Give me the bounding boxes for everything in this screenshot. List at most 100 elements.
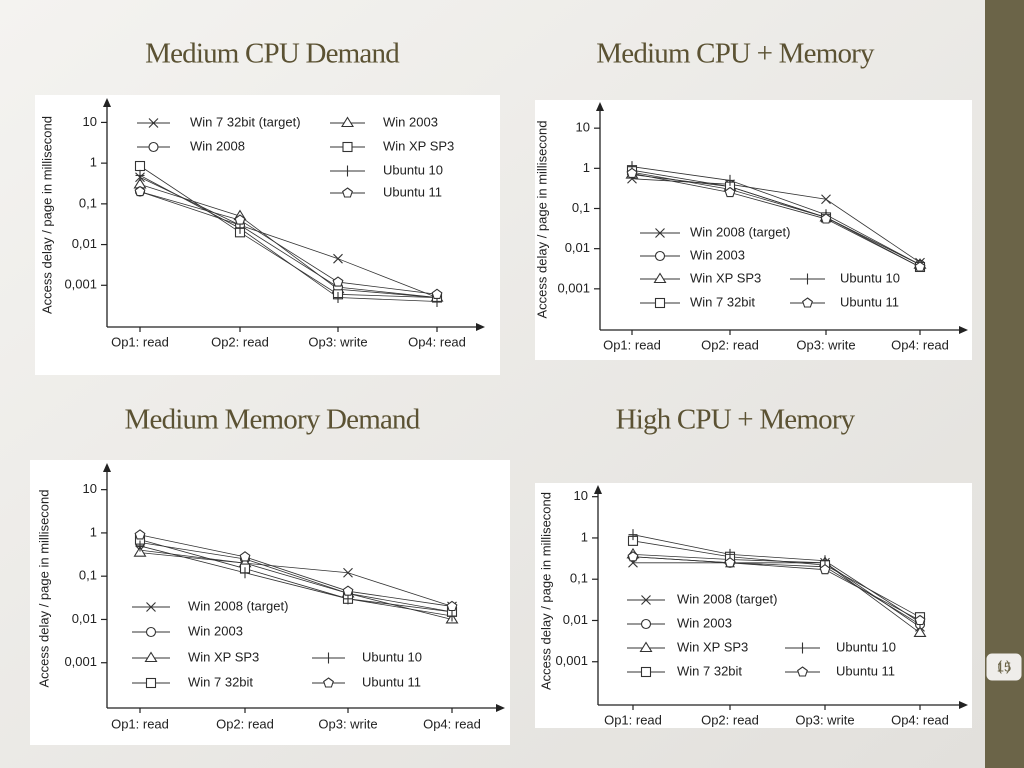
series-line — [139, 191, 438, 295]
x-tick-label: Op2: read — [701, 337, 759, 352]
y-tick-label: 0,001 — [64, 654, 97, 669]
marker — [332, 276, 344, 287]
marker — [145, 626, 157, 638]
y-tick-label: 10 — [83, 481, 97, 496]
page-number: 15 — [997, 659, 1011, 674]
legend-label: Ubuntu 11 — [362, 674, 421, 689]
legend-label: Win XP SP3 — [188, 649, 259, 664]
marker — [640, 618, 652, 630]
marker — [240, 567, 250, 579]
y-tick-label: 0,1 — [572, 200, 590, 215]
legend-label: Win 2008 (target) — [677, 591, 777, 606]
x-tick-label: Op2: read — [211, 334, 269, 349]
marker — [144, 651, 158, 663]
axis-arrow — [496, 704, 505, 712]
chart-panel — [535, 100, 972, 360]
x-tick-label: Op4: read — [408, 334, 466, 349]
series-line — [631, 172, 921, 268]
marker — [134, 185, 146, 197]
chart-panel — [30, 460, 510, 745]
legend-label: Win 2008 (target) — [690, 224, 790, 239]
axis-arrow — [596, 102, 604, 111]
y-tick-label: 10 — [576, 120, 590, 135]
marker — [640, 666, 652, 678]
marker — [654, 250, 666, 262]
y-axis-label: Access delay / page in millisecond — [534, 121, 549, 319]
marker — [628, 529, 638, 541]
marker — [342, 141, 353, 153]
chart: Medium CPU + Memory Access delay / page i… — [534, 38, 972, 360]
series-line — [139, 545, 453, 617]
series-line — [139, 539, 453, 613]
marker — [333, 253, 343, 264]
x-tick-label: Op1: read — [603, 337, 661, 352]
x-tick-label: Op1: read — [604, 712, 662, 727]
legend-label: Ubuntu 10 — [362, 649, 422, 664]
legend-label: Ubuntu 11 — [836, 663, 895, 678]
chart-panel — [35, 95, 500, 375]
marker — [341, 116, 354, 128]
marker — [913, 626, 927, 637]
marker — [235, 222, 245, 234]
legend-label: Win 7 32bit — [677, 663, 742, 678]
x-tick-label: Op1: read — [111, 334, 169, 349]
chart-title: Medium CPU + Memory — [596, 38, 875, 70]
y-tick-label: 0,01 — [563, 612, 588, 627]
marker — [639, 641, 653, 653]
marker — [819, 564, 831, 575]
marker — [343, 567, 353, 578]
y-tick-label: 0,001 — [64, 277, 97, 292]
legend-label: Win 2003 — [690, 247, 745, 262]
marker — [342, 187, 353, 198]
chart: Medium Memory Demand Access delay / page … — [30, 404, 510, 745]
y-axis-label: Access delay / page in millisecond — [538, 492, 553, 690]
series-line — [139, 175, 438, 302]
chart: Medium CPU Demand Access delay / page in … — [35, 38, 500, 375]
y-tick-label: 0,001 — [555, 653, 588, 668]
legend-label: Win 2008 — [190, 138, 245, 153]
marker — [626, 167, 638, 178]
marker — [146, 602, 156, 612]
page-number-box — [985, 652, 1023, 682]
legend-label: Win XP SP3 — [690, 270, 761, 285]
x-tick-label: Op2: read — [701, 712, 759, 727]
marker — [725, 174, 735, 186]
series-line — [139, 542, 453, 613]
series-line — [631, 169, 921, 268]
marker — [342, 585, 354, 596]
series-line — [139, 552, 453, 620]
legend-label: Win 7 32bit — [690, 294, 755, 309]
marker — [914, 614, 926, 626]
x-tick-label: Op4: read — [891, 712, 949, 727]
y-tick-label: 0,001 — [557, 280, 590, 295]
marker — [343, 165, 352, 177]
axis-arrow — [959, 701, 968, 709]
series-line — [631, 166, 921, 266]
y-axis-label: Access delay / page in millisecond — [39, 116, 54, 314]
legend-label: Ubuntu 11 — [383, 184, 442, 199]
chart-title: Medium Memory Demand — [125, 404, 421, 436]
marker — [145, 677, 157, 689]
axis-arrow — [594, 485, 602, 494]
marker — [627, 551, 639, 562]
legend-label: Win 7 32bit (target) — [190, 114, 301, 129]
y-tick-label: 1 — [581, 529, 588, 544]
marker — [653, 272, 667, 284]
series-line — [139, 184, 438, 298]
legend-label: Win 2003 — [383, 114, 438, 129]
marker — [641, 595, 651, 605]
y-tick-label: 1 — [583, 160, 590, 175]
marker — [821, 194, 831, 205]
series-line — [139, 534, 453, 607]
marker — [802, 297, 813, 308]
legend-label: Win 2003 — [677, 615, 732, 630]
marker — [820, 213, 832, 224]
marker — [803, 273, 812, 285]
marker — [914, 261, 926, 272]
y-tick-label: 10 — [574, 488, 588, 503]
marker — [324, 652, 333, 664]
x-tick-label: Op3: write — [795, 712, 854, 727]
marker — [135, 540, 145, 552]
marker — [135, 169, 145, 181]
legend-label: Ubuntu 10 — [840, 270, 900, 285]
